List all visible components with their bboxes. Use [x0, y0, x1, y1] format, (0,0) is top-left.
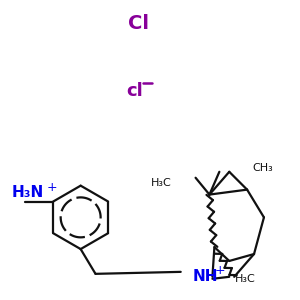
Text: +: +: [214, 264, 225, 278]
Text: Cl: Cl: [128, 14, 148, 33]
Text: NH: NH: [193, 269, 218, 284]
Text: H₃C: H₃C: [235, 274, 256, 284]
Text: cl: cl: [126, 82, 143, 100]
Text: CH₃: CH₃: [252, 163, 273, 173]
Text: H₃C: H₃C: [151, 178, 172, 188]
Text: +: +: [47, 181, 58, 194]
Text: H₃N: H₃N: [11, 185, 43, 200]
